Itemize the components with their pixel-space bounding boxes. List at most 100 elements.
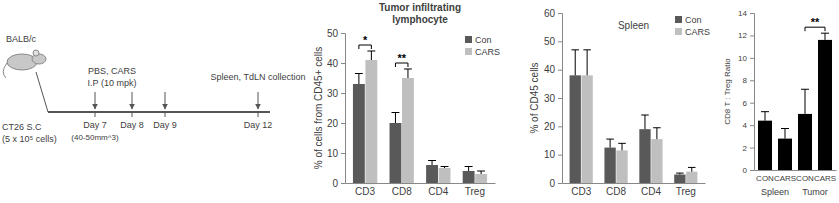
error-cap [761, 111, 769, 112]
x-tick: Treg [676, 183, 696, 197]
x-tick: CD8 [392, 183, 412, 197]
error-bar [571, 50, 579, 76]
treatment-label: PBS, CARS [88, 66, 136, 76]
y-tick: 10 [738, 54, 754, 63]
significance-label: * [363, 34, 368, 46]
group-label: Spleen [761, 187, 789, 197]
injection-label: (5 x 10⁵ cells) [2, 134, 57, 144]
error-bar [428, 161, 436, 166]
y-tick-label: 12 [738, 31, 747, 40]
y-axis: 0102030405060 [544, 8, 563, 189]
error-line [358, 74, 359, 85]
error-line [825, 33, 826, 40]
error-cap [653, 127, 661, 128]
y-tick: 30 [327, 88, 345, 99]
y-tick-mark [558, 13, 562, 14]
y-axis-title: % of cells from CD45+ cells [313, 47, 324, 170]
x-axis-line [346, 183, 496, 184]
day-arrow [165, 92, 166, 109]
error-line [575, 50, 576, 76]
legend-swatch [675, 28, 682, 35]
y-tick-mark [558, 183, 562, 184]
y-tick-label: 6 [743, 99, 748, 108]
error-bar [676, 173, 684, 174]
bar [639, 129, 650, 183]
y-tick-mark [341, 123, 345, 124]
x-tick: CARS [814, 170, 836, 183]
y-tick: 4 [743, 121, 754, 130]
bar [651, 139, 662, 183]
y-tick-label: 50 [327, 28, 339, 39]
y-tick-label: 0 [743, 166, 748, 175]
y-tick: 60 [544, 8, 562, 19]
error-cap [441, 166, 449, 167]
y-tick: 10 [327, 148, 345, 159]
y-tick-mark [558, 126, 562, 127]
y-tick-mark [558, 41, 562, 42]
y-tick: 30 [544, 93, 562, 104]
chart: 0102030405060CD3CD8CD4Treg% of CD45 cell… [529, 8, 710, 197]
y-tick-label: 40 [544, 64, 556, 75]
group-label: Tumor [802, 187, 828, 197]
figure: BALB/cCT26 S.C(5 x 10⁵ cells)Day 7Day 8D… [0, 0, 839, 203]
bar [686, 172, 697, 183]
x-tick-label: CARS [774, 174, 796, 183]
y-tick: 50 [327, 28, 345, 39]
y-axis-line [558, 14, 563, 184]
error-line [407, 69, 408, 78]
y-tick-label: 20 [544, 121, 556, 132]
error-line [468, 167, 469, 172]
error-cap [781, 128, 789, 129]
error-bar [606, 139, 614, 148]
x-tick: CARS [774, 170, 796, 183]
error-cap [355, 73, 363, 74]
error-cap [801, 89, 809, 90]
day-label: Day 12 [244, 120, 273, 130]
x-tick-label: CD8 [392, 186, 412, 197]
bar [616, 150, 627, 183]
error-line [805, 89, 806, 114]
y-tick: 2 [743, 144, 754, 153]
y-tick-label: 40 [327, 58, 339, 69]
error-cap [465, 166, 473, 167]
y-tick-label: 14 [738, 9, 747, 18]
x-axis: CD3CD8CD4Treg [563, 183, 706, 197]
x-axis-line [755, 170, 837, 171]
y-tick-label: 10 [544, 149, 556, 160]
legend-swatch [675, 16, 682, 23]
day-tick [95, 112, 96, 117]
day-tick [258, 112, 259, 117]
x-tick: CD4 [428, 183, 448, 197]
error-bar [392, 113, 400, 124]
y-axis: 01020304050 [327, 28, 346, 189]
y-tick: 50 [544, 36, 562, 47]
y-tick-mark [750, 148, 754, 149]
error-line [622, 143, 623, 150]
x-tick: CD3 [571, 183, 591, 197]
mouse-label: BALB/c [6, 34, 37, 44]
y-tick-label: 8 [743, 76, 748, 85]
y-tick-mark [558, 98, 562, 99]
treatment-label: I.P (10 mpk) [88, 78, 137, 88]
bar [402, 78, 414, 183]
error-bar [618, 143, 626, 150]
y-tick-label: 10 [327, 148, 339, 159]
series [758, 33, 832, 170]
y-tick-mark [341, 33, 345, 34]
error-bar [801, 89, 809, 114]
day-label: Day 7 [83, 120, 107, 130]
error-line [587, 50, 588, 76]
timeline-start [36, 72, 48, 112]
x-tick-label: CD8 [606, 186, 626, 197]
error-bar [477, 171, 485, 174]
error-line [395, 113, 396, 124]
legend: ConCARS [675, 15, 710, 37]
marks [758, 33, 832, 170]
y-tick-mark [558, 155, 562, 156]
series [570, 50, 686, 183]
error-bar [441, 167, 449, 169]
y-tick: 40 [544, 64, 562, 75]
error-line [644, 115, 645, 129]
error-cap [641, 115, 649, 116]
x-tick-label: CON [756, 174, 774, 183]
